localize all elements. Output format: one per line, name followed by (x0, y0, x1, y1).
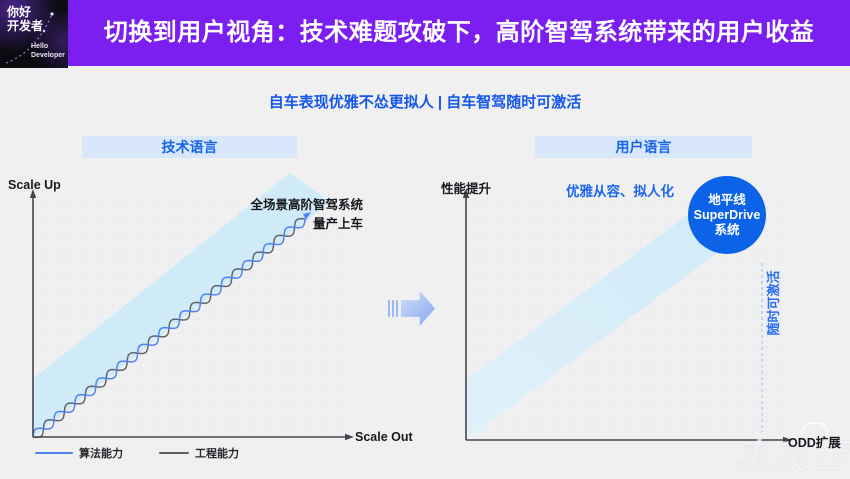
badge-text-en: Hello Developer (31, 42, 65, 60)
right-x-arrowhead (783, 436, 792, 444)
right-chart (462, 176, 792, 444)
right-highlight-band (466, 176, 740, 440)
hello-developer-badge: 你好 开发者 Hello Developer (0, 0, 68, 68)
arrow-shape (401, 291, 435, 326)
algorithm-line-swatch (35, 452, 73, 454)
right-x-axis-label: ODD扩展 (788, 436, 841, 450)
bubble-line3: 系统 (714, 223, 740, 237)
right-y-axis-label: 性能提升 (441, 182, 492, 196)
left-x-arrowhead (345, 433, 354, 441)
badge-text-hello: Hello (31, 43, 49, 50)
tab-user-language: 用户语言 (535, 136, 752, 158)
bubble-line1: 地平线 (708, 193, 746, 207)
arrow-speed-bar (396, 300, 398, 317)
superdrive-bubble (688, 176, 766, 254)
left-chart-legend: 算法能力 工程能力 (35, 445, 239, 461)
left-y-arrowhead (29, 189, 37, 198)
header-band: 切换到用户视角：技术难题攻破下，高阶智驾系统带来的用户收益 (0, 0, 850, 66)
left-annotation: 全场景高阶智驾系统 量产上车 (203, 196, 363, 234)
algorithm-capability-line (32, 218, 306, 438)
left-x-axis-label: Scale Out (355, 430, 413, 444)
braid-arrow-tip (303, 212, 311, 220)
badge-text-cn: 你好 开发者 (7, 5, 44, 33)
transition-arrow-icon (388, 291, 435, 326)
badge-text-developer: Developer (31, 52, 65, 59)
left-y-axis-label: Scale Up (8, 178, 61, 192)
badge-curve-icon (5, 12, 54, 64)
engineering-line-swatch (159, 452, 189, 454)
legend-label-algorithm: 算法能力 (79, 448, 123, 460)
right-annotation-rotated: 随时可激活 (765, 270, 781, 336)
legend-item-algorithm: 算法能力 (35, 445, 123, 461)
left-annotation-line1: 全场景高阶智驾系统 (250, 198, 363, 212)
right-annotation-top: 优雅从容、拟人化 (566, 184, 674, 199)
right-y-arrowhead (462, 189, 470, 198)
bubble-line2: SuperDrive (693, 208, 761, 222)
left-chart (29, 173, 354, 441)
superdrive-bubble-text: 地平线 SuperDrive 系统 (687, 193, 767, 238)
subtitle: 自车表现优雅不怂更拟人 | 自车智驾随时可激活 (268, 94, 582, 111)
legend-item-engineering: 工程能力 (159, 445, 239, 461)
tab-technical-language: 技术语言 (82, 136, 297, 158)
slide-title: 切换到用户视角：技术难题攻破下，高阶智驾系统带来的用户收益 (103, 19, 815, 46)
legend-label-engineering: 工程能力 (195, 448, 239, 460)
arrow-speed-bar (392, 300, 394, 317)
left-annotation-line2: 量产上车 (312, 217, 363, 231)
arrow-speed-bar (388, 300, 390, 317)
